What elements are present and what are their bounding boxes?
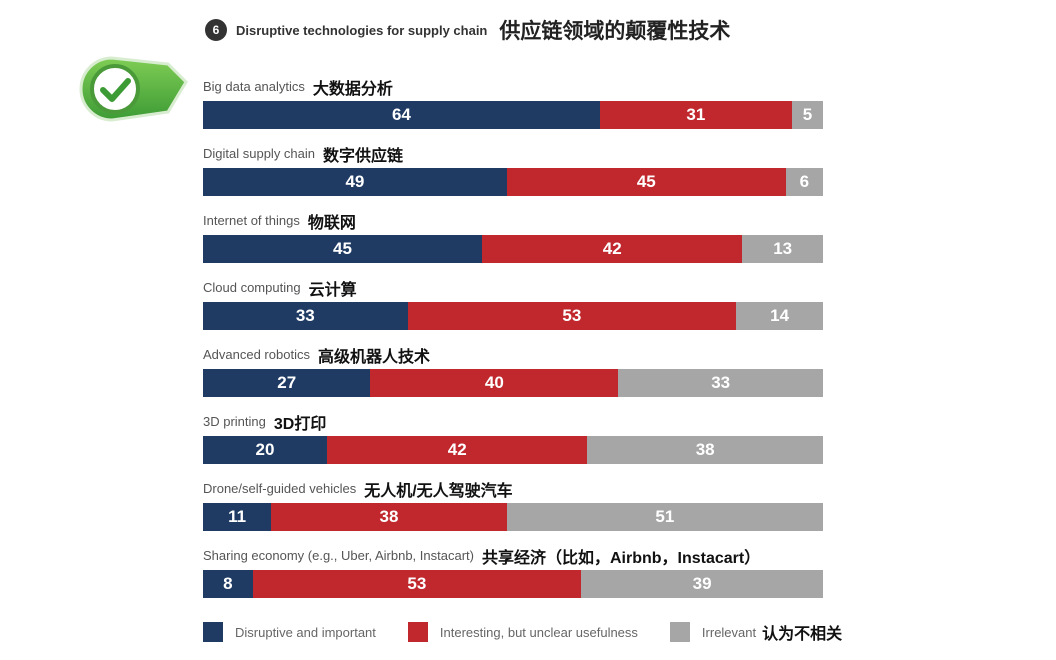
- bar-segment: 45: [506, 168, 786, 196]
- category-label: Advanced robotics 高级机器人技术: [203, 340, 823, 369]
- bar-segment: 5: [791, 101, 823, 129]
- chart-title-zh: 供应链领域的颠覆性技术: [499, 20, 731, 43]
- chart-row: Digital supply chain 数字供应链 49 45 6: [203, 139, 823, 206]
- category-label: Sharing economy (e.g., Uber, Airbnb, Ins…: [203, 541, 823, 570]
- category-label-zh: 高级机器人技术: [317, 348, 430, 366]
- legend-label: Interesting, but unclear usefulness: [439, 624, 638, 640]
- legend-item: Disruptive and important: [203, 622, 376, 642]
- category-label-en: Digital supply chain: [203, 146, 316, 161]
- bar-segment: 38: [587, 436, 823, 464]
- legend-label: Irrelevant: [701, 624, 757, 640]
- category-label-zh: 数字供应链: [323, 147, 404, 165]
- bar-segment: 6: [785, 168, 823, 196]
- legend-item: Interesting, but unclear usefulness: [407, 622, 638, 642]
- chart-number-badge: 6: [205, 19, 227, 41]
- chart-row: Drone/self-guided vehicles 无人机/无人驾驶汽车 11 38…: [203, 474, 823, 541]
- bar-segment: 14: [736, 302, 823, 330]
- bar-segment: 49: [203, 168, 507, 196]
- bar-segment: 53: [407, 302, 737, 330]
- category-label: Big data analytics 大数据分析: [203, 72, 823, 101]
- legend-swatch: [407, 622, 428, 642]
- bar-segment: 11: [203, 503, 272, 531]
- bar-segment: 27: [203, 369, 371, 397]
- bar-segment: 39: [581, 570, 823, 598]
- chart-row: Advanced robotics 高级机器人技术 27 40 33: [203, 340, 823, 407]
- category-label-en: Drone/self-guided vehicles: [203, 481, 357, 496]
- legend-label-zh: 认为不相关: [762, 626, 843, 643]
- bar-segment: 8: [203, 570, 253, 598]
- stacked-bar: 64 31 5: [203, 101, 823, 129]
- bar-segment: 20: [203, 436, 327, 464]
- chart-header: 6 Disruptive technologies for supply cha…: [205, 15, 730, 45]
- category-label-en: Big data analytics: [203, 79, 305, 94]
- bar-segment: 33: [618, 369, 823, 397]
- category-label-zh: 无人机/无人驾驶汽车: [364, 482, 513, 500]
- bar-segment: 64: [203, 101, 600, 129]
- legend-label: Disruptive and important: [235, 624, 376, 640]
- category-label-en: Advanced robotics: [203, 347, 310, 362]
- legend-swatch: [203, 622, 223, 642]
- bar-segment: 51: [506, 503, 823, 531]
- bar-segment: 13: [742, 235, 823, 263]
- category-label-zh: 大数据分析: [312, 80, 393, 98]
- chart-legend: Disruptive and important Interesting, but…: [203, 620, 874, 644]
- bar-segment: 38: [271, 503, 507, 531]
- chart-row: Big data analytics 大数据分析 64 31 5: [203, 72, 823, 139]
- chart-row: Cloud computing 云计算 33 53 14: [203, 273, 823, 340]
- chart-title-en: Disruptive technologies for supply chain: [236, 22, 488, 38]
- stacked-bar: 20 42 38: [203, 436, 823, 464]
- bar-segment: 40: [370, 369, 619, 397]
- category-label: Internet of things 物联网: [203, 206, 823, 235]
- category-label-en: Internet of things: [203, 213, 300, 228]
- category-label-en: 3D printing: [203, 414, 266, 429]
- category-label: Cloud computing 云计算: [203, 273, 823, 302]
- bar-segment: 42: [327, 436, 588, 464]
- bar-segment: 45: [203, 235, 482, 263]
- chart-row: Internet of things 物联网 45 42 13: [203, 206, 823, 273]
- category-label-zh: 共享经济（比如，Airbnb，Instacart）: [481, 549, 761, 567]
- stacked-bar: 49 45 6: [203, 168, 823, 196]
- stacked-bar-chart: Big data analytics 大数据分析 64 31 5 Digital supp…: [203, 72, 823, 608]
- bar-segment: 31: [599, 101, 792, 129]
- stacked-bar: 8 53 39: [203, 570, 823, 598]
- category-label: Digital supply chain 数字供应链: [203, 139, 823, 168]
- legend-item: Irrelevant 认为不相关: [669, 620, 843, 644]
- bar-segment: 42: [482, 235, 743, 263]
- chart-row: 3D printing 3D打印 20 42 38: [203, 407, 823, 474]
- category-label: Drone/self-guided vehicles 无人机/无人驾驶汽车: [203, 474, 823, 503]
- stacked-bar: 45 42 13: [203, 235, 823, 263]
- stacked-bar: 27 40 33: [203, 369, 823, 397]
- category-label-zh: 物联网: [307, 214, 356, 232]
- category-label: 3D printing 3D打印: [203, 407, 823, 436]
- bar-segment: 53: [252, 570, 582, 598]
- bar-segment: 33: [203, 302, 408, 330]
- category-label-zh: 云计算: [308, 281, 357, 299]
- category-label-zh: 3D打印: [273, 415, 327, 433]
- category-label-en: Cloud computing: [203, 280, 301, 295]
- check-icon: [79, 56, 188, 122]
- category-label-en: Sharing economy (e.g., Uber, Airbnb, Ins…: [203, 548, 474, 563]
- stacked-bar: 33 53 14: [203, 302, 823, 330]
- stacked-bar: 11 38 51: [203, 503, 823, 531]
- chart-row: Sharing economy (e.g., Uber, Airbnb, Ins…: [203, 541, 823, 608]
- legend-swatch: [669, 622, 690, 642]
